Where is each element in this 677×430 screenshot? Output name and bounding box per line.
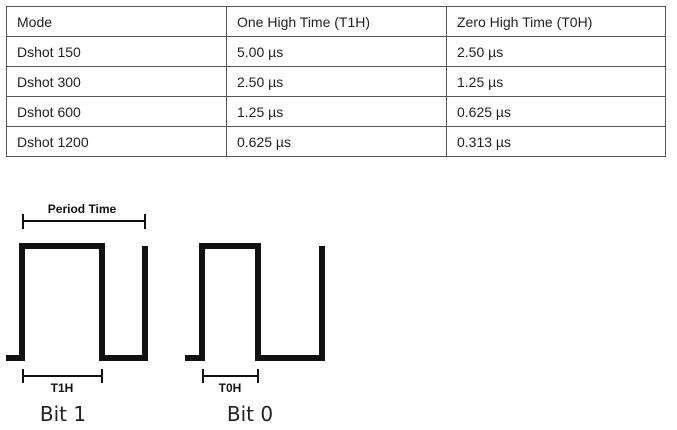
cell-mode: Dshot 150 <box>6 36 227 67</box>
header-t1h: One High Time (T1H) <box>226 6 447 37</box>
cell-t0h: 1.25 µs <box>446 66 666 97</box>
bit1-waveform <box>6 243 148 361</box>
cell-t1h: 5.00 µs <box>226 36 447 67</box>
table-header-row: Mode One High Time (T1H) Zero High Time … <box>6 6 666 37</box>
header-t0h: Zero High Time (T0H) <box>446 6 666 37</box>
bit1-label: Bit 1 <box>40 402 86 426</box>
table-row: Dshot 600 1.25 µs 0.625 µs <box>6 96 666 127</box>
table-row: Dshot 1200 0.625 µs 0.313 µs <box>6 126 666 157</box>
bit0-label: Bit 0 <box>227 402 273 426</box>
cell-mode: Dshot 1200 <box>6 126 227 157</box>
cell-t0h: 0.313 µs <box>446 126 666 157</box>
t1h-bracket <box>22 369 103 383</box>
bit0-waveform <box>185 243 325 361</box>
cell-t0h: 0.625 µs <box>446 96 666 127</box>
t1h-label: T1H <box>51 381 74 395</box>
cell-mode: Dshot 300 <box>6 66 227 97</box>
table-row: Dshot 300 2.50 µs 1.25 µs <box>6 66 666 97</box>
cell-t1h: 1.25 µs <box>226 96 447 127</box>
t0h-bracket <box>202 369 259 383</box>
header-mode: Mode <box>6 6 227 37</box>
table-row: Dshot 150 5.00 µs 2.50 µs <box>6 36 666 67</box>
dshot-waveform-diagram: Period Time T1H T0H Bit 1 Bit 0 <box>6 202 325 426</box>
dshot-timing-table: Mode One High Time (T1H) Zero High Time … <box>6 6 666 157</box>
cell-mode: Dshot 600 <box>6 96 227 127</box>
t0h-label: T0H <box>219 381 242 395</box>
cell-t0h: 2.50 µs <box>446 36 666 67</box>
cell-t1h: 0.625 µs <box>226 126 447 157</box>
period-time-label: Period Time <box>48 202 117 216</box>
period-time-bracket <box>22 214 146 229</box>
cell-t1h: 2.50 µs <box>226 66 447 97</box>
